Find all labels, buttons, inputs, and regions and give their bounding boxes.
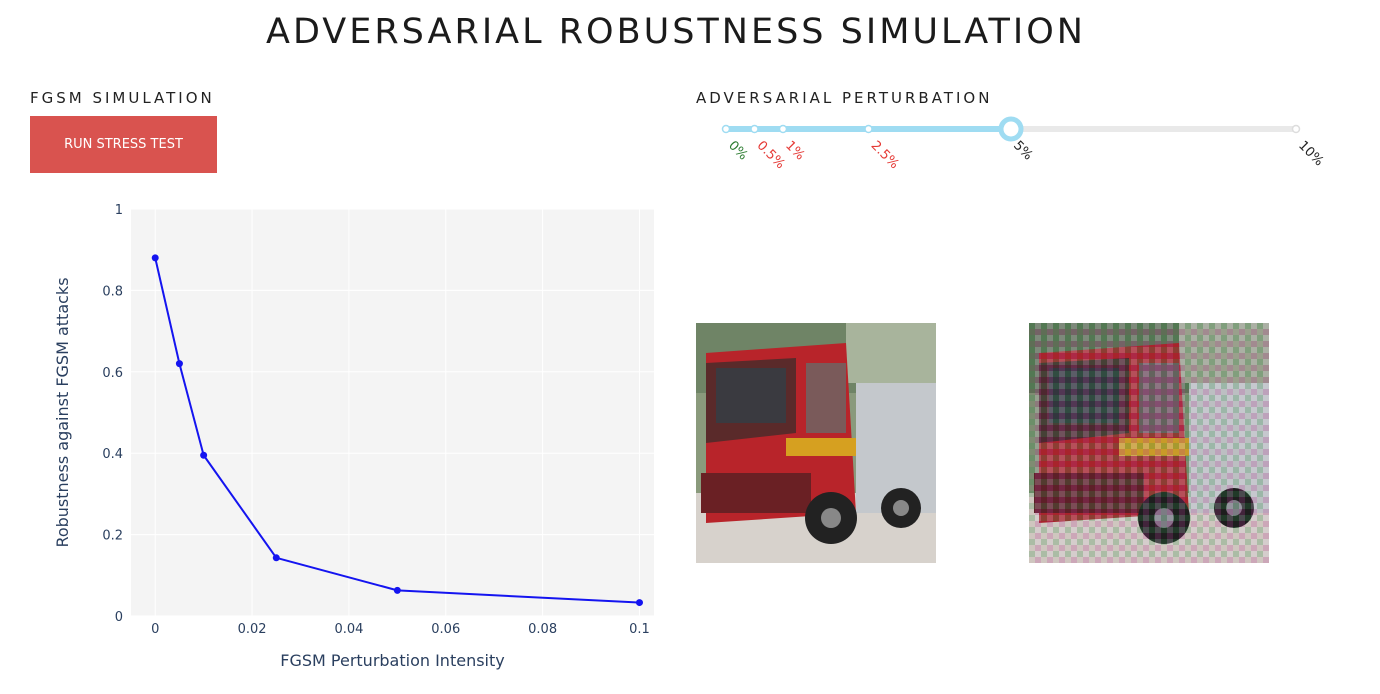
data-point xyxy=(200,451,208,459)
y-tick-label: 0.6 xyxy=(102,366,123,381)
slider-mark-label: 0.5% xyxy=(754,138,788,172)
run-stress-test-button[interactable]: RUN STRESS TEST xyxy=(30,116,217,173)
x-tick-label: 0.1 xyxy=(629,622,650,637)
page-title: ADVERSARIAL ROBUSTNESS SIMULATION xyxy=(266,12,1086,52)
original-image xyxy=(696,323,936,563)
x-tick-label: 0.04 xyxy=(334,622,363,637)
x-tick-label: 0.06 xyxy=(431,622,460,637)
series-line-segment xyxy=(178,363,205,456)
robustness-chart: 0 0.02 0.04 0.06 0.08 0.1 0 0.2 0.4 0.6 0.8 1 FGSM P… xyxy=(53,203,654,670)
adversarial-perturbation-label: ADVERSARIAL PERTURBATION xyxy=(696,89,993,107)
slider-dot xyxy=(721,124,731,134)
slider-dot xyxy=(1291,124,1301,134)
data-point xyxy=(393,586,401,594)
x-tick-label: 0.02 xyxy=(238,622,267,637)
y-tick-label: 0.2 xyxy=(102,529,123,544)
data-point xyxy=(272,554,280,562)
y-tick-label: 1 xyxy=(115,203,123,218)
data-point xyxy=(635,599,643,607)
data-point xyxy=(151,254,159,262)
perturbation-slider[interactable]: 0% 0.5%1% 2.5% 5% 10% xyxy=(700,110,1340,180)
series-line-segment xyxy=(154,257,181,364)
x-axis-label: FGSM Perturbation Intensity xyxy=(280,651,504,670)
data-point xyxy=(175,360,183,368)
slider-dot xyxy=(750,124,759,134)
slider-mark-label: 10% xyxy=(1295,138,1326,169)
y-tick-label: 0.4 xyxy=(102,447,123,462)
series-line-segment xyxy=(276,556,398,592)
x-tick-label: 0 xyxy=(151,622,159,637)
slider-mark-label: 5% xyxy=(1010,138,1035,163)
series-line-segment xyxy=(397,589,640,604)
series-line-segment xyxy=(202,454,278,559)
fgsm-simulation-label: FGSM SIMULATION xyxy=(30,89,215,107)
plot-area xyxy=(131,209,654,616)
slider-mark-label: 0% xyxy=(725,138,750,163)
fire-truck-image xyxy=(696,323,936,563)
slider-mark-label: 2.5% xyxy=(868,138,902,172)
y-tick-label: 0 xyxy=(115,610,123,625)
slider-dot xyxy=(778,124,788,134)
y-axis-label: Robustness against FGSM attacks xyxy=(53,277,72,547)
y-tick-label: 0.8 xyxy=(102,284,123,299)
adversarial-image xyxy=(1029,323,1269,563)
fire-truck-adversarial-image xyxy=(1029,323,1269,563)
slider-dot xyxy=(864,124,873,134)
slider-handle[interactable] xyxy=(998,116,1024,142)
x-tick-label: 0.08 xyxy=(528,622,557,637)
